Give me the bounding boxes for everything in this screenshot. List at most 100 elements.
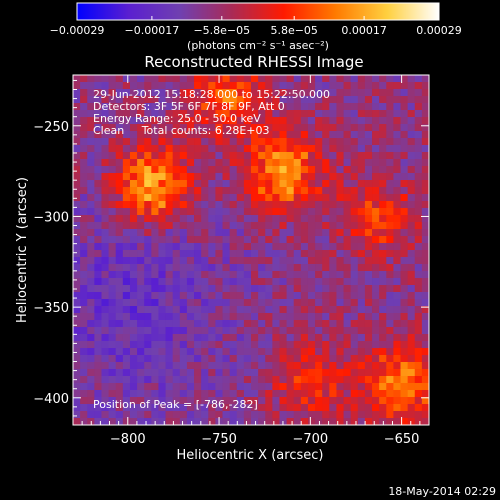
heatmap-cell <box>108 390 117 398</box>
heatmap-cell <box>272 383 280 391</box>
heatmap-cell <box>322 257 330 265</box>
heatmap-cell <box>307 362 316 370</box>
heatmap-cell <box>101 383 109 391</box>
heatmap-cell <box>215 369 223 377</box>
heatmap-cell <box>357 89 366 97</box>
heatmap-cell <box>364 411 373 419</box>
heatmap-cell <box>80 89 88 97</box>
heatmap-cell <box>343 278 352 286</box>
heatmap-cell <box>94 278 102 286</box>
heatmap-cell <box>101 334 109 342</box>
heatmap-cell <box>236 89 245 97</box>
heatmap-cell <box>272 390 280 398</box>
heatmap-cell <box>208 180 216 188</box>
heatmap-cell <box>379 131 387 139</box>
heatmap-cell <box>421 404 430 412</box>
heatmap-cell <box>165 320 174 328</box>
heatmap-cell <box>315 334 323 342</box>
heatmap-cell <box>186 75 195 83</box>
heatmap-cell <box>357 138 366 146</box>
heatmap-cell <box>129 390 138 398</box>
heatmap-cell <box>73 271 81 279</box>
heatmap-cell <box>407 131 416 139</box>
heatmap-cell <box>265 96 273 104</box>
heatmap-cell <box>386 96 394 104</box>
heatmap-cell <box>208 138 216 146</box>
heatmap-cell <box>165 82 174 90</box>
heatmap-cell <box>243 89 252 97</box>
heatmap-cell <box>151 187 159 195</box>
heatmap-cell <box>172 75 181 83</box>
heatmap-cell <box>144 166 152 174</box>
heatmap-cell <box>350 82 359 90</box>
heatmap-cell <box>293 222 302 230</box>
heatmap-cell <box>386 257 394 265</box>
heatmap-cell <box>315 110 323 118</box>
heatmap-cell <box>115 397 124 405</box>
heatmap-cell <box>222 327 231 335</box>
heatmap-cell <box>258 376 266 384</box>
heatmap-cell <box>108 299 117 307</box>
heatmap-cell <box>414 327 423 335</box>
heatmap-cell <box>144 236 152 244</box>
heatmap-cell <box>165 418 174 426</box>
heatmap-cell <box>350 124 359 132</box>
heatmap-cell <box>322 89 330 97</box>
heatmap-cell <box>129 89 138 97</box>
heatmap-cell <box>258 341 266 349</box>
heatmap-cell <box>336 411 344 419</box>
heatmap-cell <box>265 369 273 377</box>
heatmap-cell <box>108 236 117 244</box>
heatmap-cell <box>101 299 109 307</box>
heatmap-cell <box>350 96 359 104</box>
heatmap-cell <box>336 348 344 356</box>
heatmap-cell <box>215 222 223 230</box>
y-tick-label: −400 <box>33 392 69 407</box>
heatmap-cell <box>322 327 330 335</box>
heatmap-cell <box>201 306 209 314</box>
heatmap-cell <box>272 376 280 384</box>
heatmap-cell <box>300 159 309 167</box>
heatmap-cell <box>357 75 366 83</box>
heatmap-cell <box>286 355 295 363</box>
heatmap-cell <box>322 334 330 342</box>
heatmap-cell <box>251 89 259 97</box>
heatmap-cell <box>322 362 330 370</box>
heatmap-cell <box>272 271 280 279</box>
heatmap-cell <box>329 89 337 97</box>
heatmap-cell <box>101 250 109 258</box>
heatmap-cell <box>300 89 309 97</box>
heatmap-cell <box>94 208 102 216</box>
heatmap-cell <box>186 222 195 230</box>
heatmap-cell <box>272 250 280 258</box>
heatmap-cell <box>172 96 181 104</box>
heatmap-cell <box>179 306 188 314</box>
heatmap-cell <box>407 257 416 265</box>
heatmap-cell <box>208 355 216 363</box>
heatmap-cell <box>393 145 401 153</box>
heatmap-cell <box>137 369 145 377</box>
heatmap-cell <box>222 145 231 153</box>
heatmap-cell <box>386 187 394 195</box>
heatmap-cell <box>87 390 95 398</box>
heatmap-cell <box>201 96 209 104</box>
heatmap-cell <box>151 327 159 335</box>
heatmap-cell <box>236 229 245 237</box>
heatmap-cell <box>194 257 202 265</box>
heatmap-cell <box>322 222 330 230</box>
heatmap-cell <box>400 397 409 405</box>
heatmap-cell <box>144 376 152 384</box>
heatmap-cell <box>421 271 430 279</box>
heatmap-cell <box>315 145 323 153</box>
heatmap-cell <box>129 194 138 202</box>
heatmap-cell <box>215 173 223 181</box>
heatmap-cell <box>286 89 295 97</box>
heatmap-cell <box>414 103 423 111</box>
heatmap-cell <box>322 103 330 111</box>
heatmap-cell <box>293 236 302 244</box>
heatmap-cell <box>258 404 266 412</box>
heatmap-cell <box>251 250 259 258</box>
heatmap-cell <box>407 124 416 132</box>
heatmap-cell <box>364 145 373 153</box>
heatmap-cell <box>421 257 430 265</box>
